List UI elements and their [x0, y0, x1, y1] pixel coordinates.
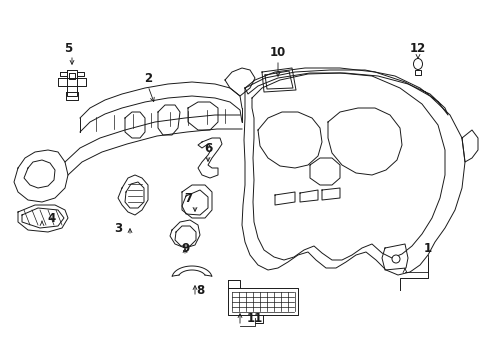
Text: 4: 4	[48, 211, 56, 225]
Bar	[414, 70, 420, 75]
Text: 2: 2	[143, 72, 152, 85]
Text: 5: 5	[64, 41, 72, 54]
Text: 7: 7	[183, 192, 192, 204]
Text: 1: 1	[423, 242, 431, 255]
Ellipse shape	[413, 58, 422, 69]
Text: 8: 8	[196, 284, 203, 297]
Text: 10: 10	[269, 45, 285, 58]
Text: 11: 11	[246, 311, 263, 324]
Text: 9: 9	[181, 242, 189, 255]
Text: 3: 3	[114, 221, 122, 234]
Text: 12: 12	[409, 41, 425, 54]
Text: 6: 6	[203, 141, 212, 154]
Circle shape	[391, 255, 399, 263]
